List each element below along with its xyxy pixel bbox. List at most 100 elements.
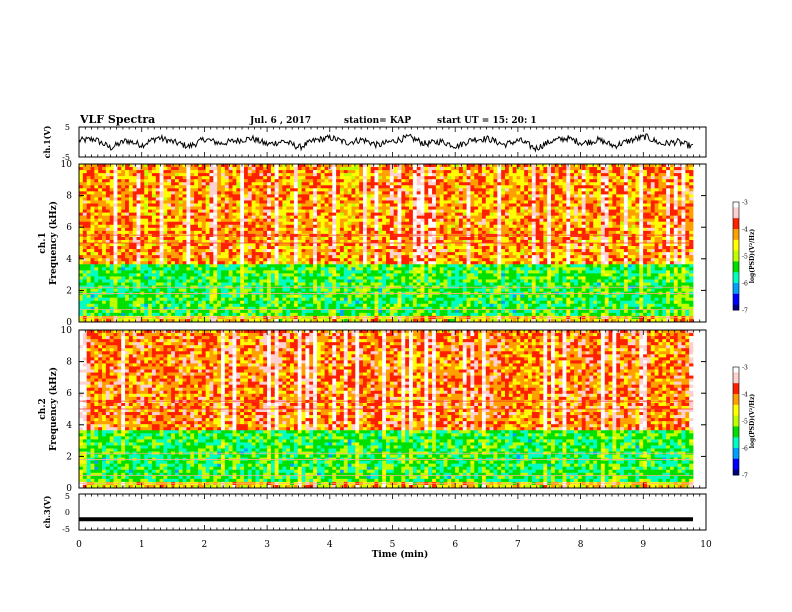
- spectrogram-cell: [669, 224, 675, 229]
- spectrogram-cell: [102, 215, 107, 220]
- spectrogram-cell: [447, 224, 452, 229]
- spectrogram-cell: [397, 246, 402, 250]
- spectrogram-cell: [362, 194, 368, 198]
- spectrogram-cell: [351, 239, 356, 244]
- spectrogram-cell: [159, 227, 164, 232]
- spectrogram-cell: [159, 243, 164, 247]
- spectrogram-cell: [574, 249, 579, 253]
- spectrogram-cell: [79, 218, 84, 223]
- spectrogram-cell: [186, 212, 191, 217]
- spectrogram-cell: [163, 212, 168, 217]
- spectrogram-cell: [274, 176, 279, 180]
- spectrogram-cell: [351, 246, 356, 250]
- spectrogram-cell: [301, 243, 306, 247]
- spectrogram-cell: [178, 179, 184, 183]
- spectrogram-cell: [328, 182, 333, 186]
- spectrogram-cell: [209, 191, 214, 195]
- spectrogram-cell: [393, 215, 398, 220]
- spectrogram-cell: [290, 227, 295, 232]
- spectrogram-cell: [278, 215, 283, 220]
- spectrogram-cell: [151, 227, 157, 232]
- spectrogram-cell: [658, 249, 663, 253]
- spectrogram-cell: [201, 249, 207, 253]
- spectrogram-cell: [466, 167, 471, 171]
- spectrogram-cell: [155, 258, 160, 262]
- spectrogram-cell: [547, 224, 552, 229]
- spectrogram-cell: [554, 218, 560, 223]
- spectrogram-cell: [397, 167, 402, 171]
- spectrogram-cell: [293, 194, 299, 198]
- spectrogram-cell: [458, 188, 464, 192]
- spectrogram-cell: [585, 170, 590, 174]
- spectrogram-cell: [516, 230, 521, 235]
- spectrogram-cell: [278, 191, 283, 195]
- spectrogram-cell: [255, 236, 260, 241]
- spectrogram-cell: [574, 176, 579, 180]
- spectrogram-cell: [474, 182, 479, 186]
- spectrogram-cell: [489, 236, 494, 241]
- spectrogram-cell: [409, 230, 414, 235]
- spectrogram-cell: [339, 233, 345, 238]
- spectrogram-cell: [282, 255, 287, 259]
- spectrogram-cell: [516, 224, 521, 229]
- spectrogram-cell: [485, 167, 491, 171]
- spectrogram-cell: [105, 218, 111, 223]
- spectrogram-cell: [508, 194, 514, 198]
- spectrogram-cell: [236, 176, 241, 180]
- spectrogram-cell: [551, 221, 556, 226]
- spectrogram-cell: [190, 246, 195, 250]
- spectrogram-cell: [439, 197, 444, 201]
- spectrogram-cell: [136, 230, 141, 235]
- spectrogram-cell: [593, 200, 598, 204]
- spectrogram-cell: [485, 236, 491, 241]
- spectrogram-cell: [673, 218, 679, 223]
- spectrogram-cell: [432, 209, 437, 214]
- spectrogram-cell: [401, 200, 406, 204]
- spectrogram-cell: [451, 239, 456, 244]
- spectrogram-cell: [90, 236, 95, 241]
- spectrogram-cell: [159, 255, 164, 259]
- spectrogram-cell: [140, 185, 145, 189]
- spectrogram-cell: [362, 176, 368, 180]
- spectrogram-cell: [382, 233, 387, 238]
- spectrogram-cell: [301, 167, 306, 171]
- spectrogram-cell: [589, 167, 594, 171]
- spectrogram-cell: [224, 164, 230, 168]
- spectrogram-cell: [524, 194, 529, 198]
- spectrogram-cell: [566, 246, 571, 250]
- spectrogram-cell: [240, 215, 245, 220]
- spectrogram-cell: [558, 218, 563, 223]
- spectrogram-cell: [274, 167, 279, 171]
- spectrogram-cell: [236, 239, 241, 244]
- spectrogram-cell: [443, 255, 448, 259]
- spectrogram-cell: [420, 206, 425, 210]
- spectrogram-cell: [213, 197, 218, 201]
- spectrogram-cell: [217, 173, 222, 177]
- spectrogram-cell: [386, 227, 391, 232]
- spectrogram-cell: [194, 203, 199, 207]
- spectrogram-cell: [420, 236, 425, 241]
- spectrogram-cell: [270, 179, 276, 183]
- spectrogram-cell: [627, 236, 632, 241]
- spectrogram-cell: [489, 200, 494, 204]
- spectrogram-cell: [600, 188, 606, 192]
- spectrogram-cell: [673, 194, 679, 198]
- spectrogram-cell: [527, 230, 533, 235]
- spectrogram-cell: [689, 221, 694, 226]
- spectrogram-cell: [82, 203, 88, 207]
- spectrogram-cell: [182, 243, 187, 247]
- spectrogram-cell: [117, 209, 122, 214]
- spectrogram-cell: [121, 164, 126, 168]
- spectrogram-cell: [82, 215, 88, 220]
- spectrogram-cell: [190, 239, 195, 244]
- spectrogram-cell: [405, 191, 410, 195]
- spectrogram-cell: [228, 249, 233, 253]
- spectrogram-cell: [86, 212, 91, 217]
- spectrogram-cell: [366, 239, 372, 244]
- spectrogram-cell: [397, 249, 402, 253]
- spectrogram-cell: [681, 215, 686, 220]
- spectrogram-cell: [524, 224, 529, 229]
- spectrogram-cell: [677, 236, 682, 241]
- spectrogram-cell: [689, 239, 694, 244]
- spectrogram-cell: [171, 182, 176, 186]
